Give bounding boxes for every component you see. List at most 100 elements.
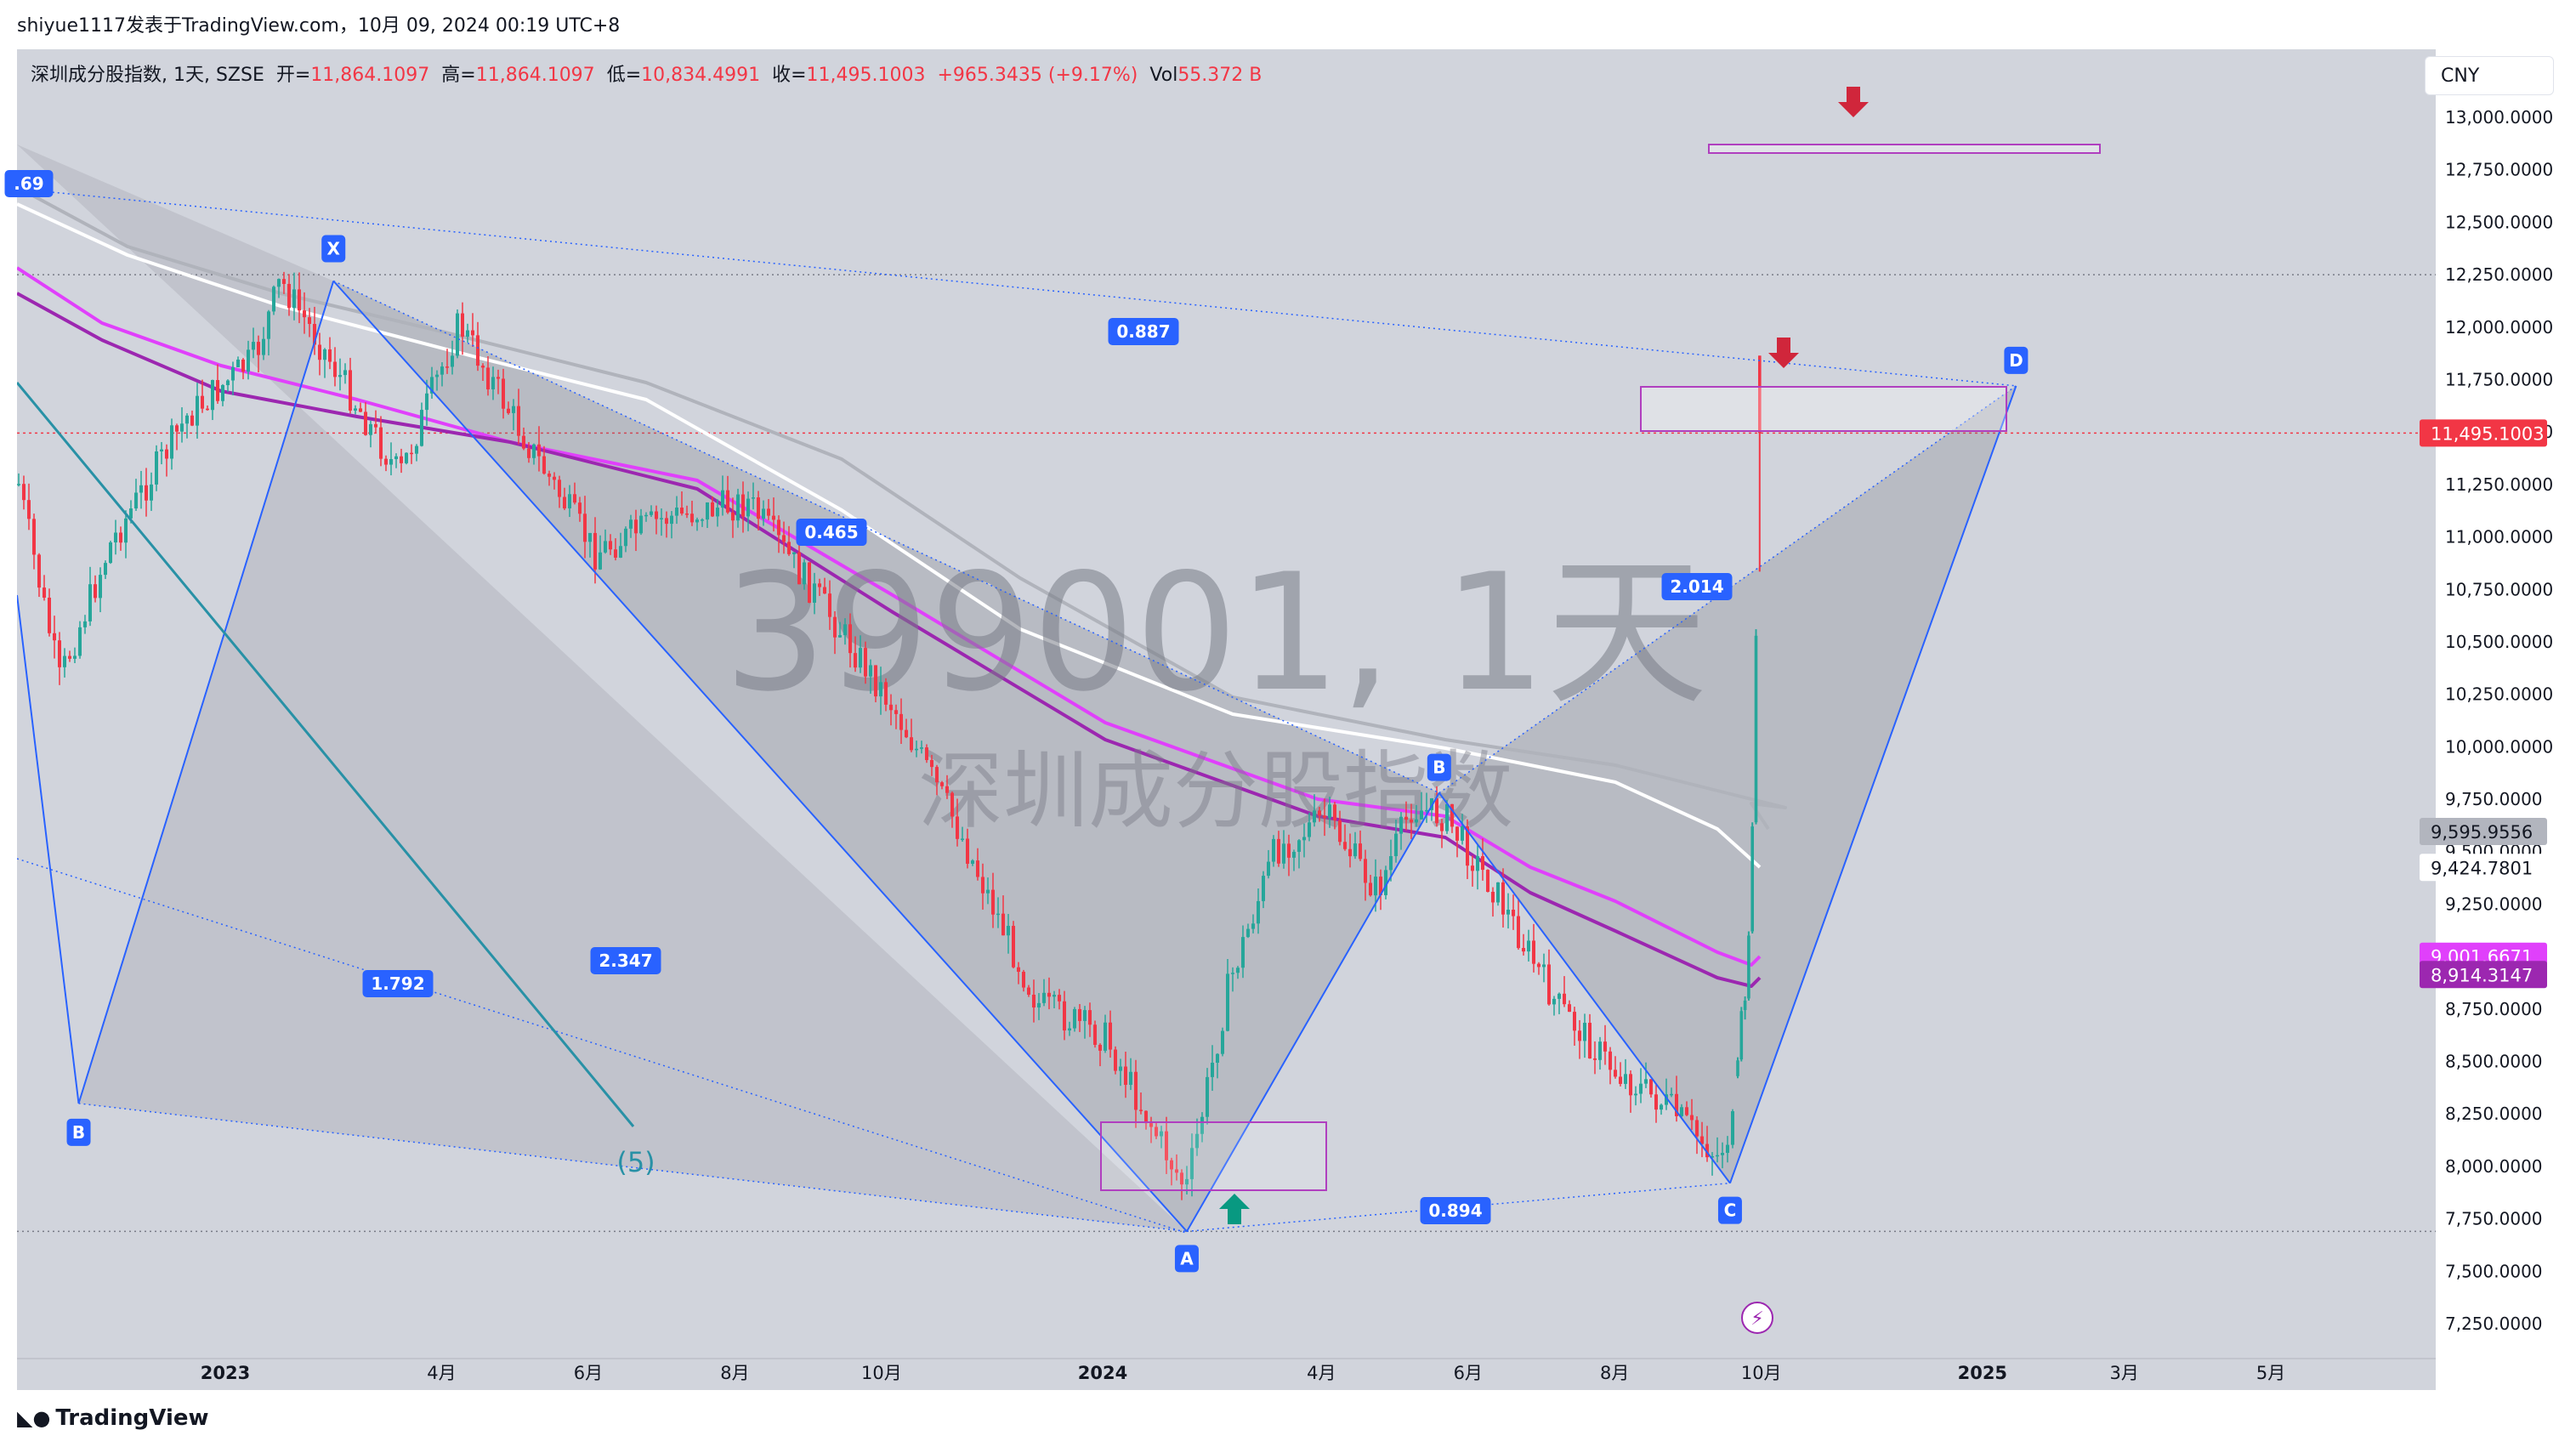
candle-body (859, 648, 862, 668)
candle-body (99, 575, 102, 599)
y-tick-label: 9,250.0000 (2445, 894, 2543, 914)
candle-body (1552, 998, 1556, 1005)
candle-body (655, 511, 658, 519)
y-tick-label: 11,750.0000 (2445, 369, 2553, 389)
candle-body (925, 747, 928, 760)
candle-body (1654, 1094, 1658, 1110)
fib-ratio-label: .69 (14, 173, 43, 194)
candle-body (1323, 815, 1326, 818)
candle-body (1410, 820, 1413, 823)
point-label-a-bg (1174, 1245, 1199, 1273)
candle-body (481, 366, 485, 368)
candle-body (848, 624, 852, 654)
candle-body (680, 508, 684, 514)
candle-body (502, 378, 505, 409)
candle-body (32, 519, 36, 555)
fib-label-bg (796, 519, 867, 546)
change-value: +965.3435 (+9.17%) (937, 65, 1138, 86)
candle-body (1139, 1109, 1143, 1111)
lightning-icon: ⚡ (1750, 1308, 1763, 1330)
leg-ab (1186, 792, 1440, 1232)
candle-body (1359, 843, 1362, 860)
high-label: 高= (441, 65, 476, 86)
candle-body (1348, 848, 1352, 857)
candle-body (58, 640, 61, 667)
candle-body (1144, 1110, 1148, 1124)
candle-body (1093, 1024, 1097, 1045)
candle-body (150, 484, 153, 501)
leg-bx (77, 281, 335, 1104)
currency-button[interactable]: CNY (2425, 56, 2554, 95)
candle-body (1088, 1010, 1092, 1025)
candle-body (619, 546, 622, 558)
candle-body (512, 406, 515, 413)
candle-body (241, 359, 245, 372)
candle-body (486, 367, 490, 389)
candle-body (894, 710, 898, 714)
candle-body (665, 518, 668, 525)
candle-body (762, 508, 765, 519)
candle-body (1394, 833, 1398, 857)
candle-body (1721, 1153, 1724, 1155)
candle-body (1685, 1107, 1688, 1115)
low-value: 10,834.4991 (641, 65, 761, 86)
candle-body (1758, 355, 1762, 434)
sell-arrow-icon (1838, 87, 1869, 117)
candle-body (1747, 935, 1750, 999)
price-tag-bg (2420, 854, 2547, 882)
candle-body (1058, 995, 1061, 1002)
candle-body (1190, 1148, 1194, 1179)
candle-body (170, 425, 173, 459)
candle-body (139, 485, 143, 493)
candle-body (507, 408, 510, 413)
candle-body (1353, 843, 1357, 857)
candle-body (180, 423, 184, 432)
candle-body (1750, 826, 1754, 932)
candle-body (1466, 826, 1469, 866)
symbol-title: 深圳成分股指数, 1天, SZSE (31, 65, 264, 86)
candle-body (160, 449, 163, 451)
candle-body (1649, 1079, 1653, 1095)
candle-body (1558, 993, 1561, 999)
target-box-d (1640, 386, 2007, 432)
candle-body (1369, 882, 1372, 896)
candle-body (1542, 964, 1546, 968)
chart-grid (17, 274, 2436, 1233)
candle-body (1267, 861, 1270, 877)
candle-body (471, 330, 474, 336)
candle-body (1333, 804, 1336, 820)
candle-body (1481, 856, 1484, 871)
candle-body (22, 484, 26, 501)
tradingview-logo[interactable]: ◣● TradingView (17, 1405, 209, 1431)
candle-body (624, 528, 627, 547)
candle-body (966, 838, 969, 864)
x-tick-label: 2023 (201, 1363, 250, 1383)
sell-arrow-icon (1768, 338, 1799, 368)
candle-body (1287, 843, 1291, 858)
candle-body (1206, 1076, 1209, 1117)
candle-body (1022, 972, 1025, 988)
candle-body (1262, 876, 1265, 901)
footer: ◣● TradingView (0, 1390, 2576, 1447)
price-tag: 11,495.1003 (2431, 423, 2545, 444)
candle-body (1257, 900, 1260, 924)
candle-body (1736, 1060, 1739, 1076)
candle-body (614, 549, 617, 558)
candle-body (1012, 926, 1015, 968)
candle-body (1593, 1058, 1597, 1060)
candle-body (706, 502, 709, 520)
x-tick-label: 5月 (2256, 1363, 2285, 1383)
candle-body (644, 514, 648, 517)
x-tick-label: 6月 (1454, 1363, 1483, 1383)
candle-body (1246, 928, 1250, 938)
candle-body (782, 535, 786, 542)
brand-name: TradingView (55, 1405, 209, 1431)
chart-pane[interactable] (17, 49, 2555, 1390)
fib-label-bg (4, 170, 54, 197)
candle-body (1155, 1126, 1158, 1137)
candle-body (374, 423, 377, 428)
candle-body (104, 563, 107, 576)
candle-body (415, 445, 418, 454)
candle-body (1568, 1004, 1571, 1013)
